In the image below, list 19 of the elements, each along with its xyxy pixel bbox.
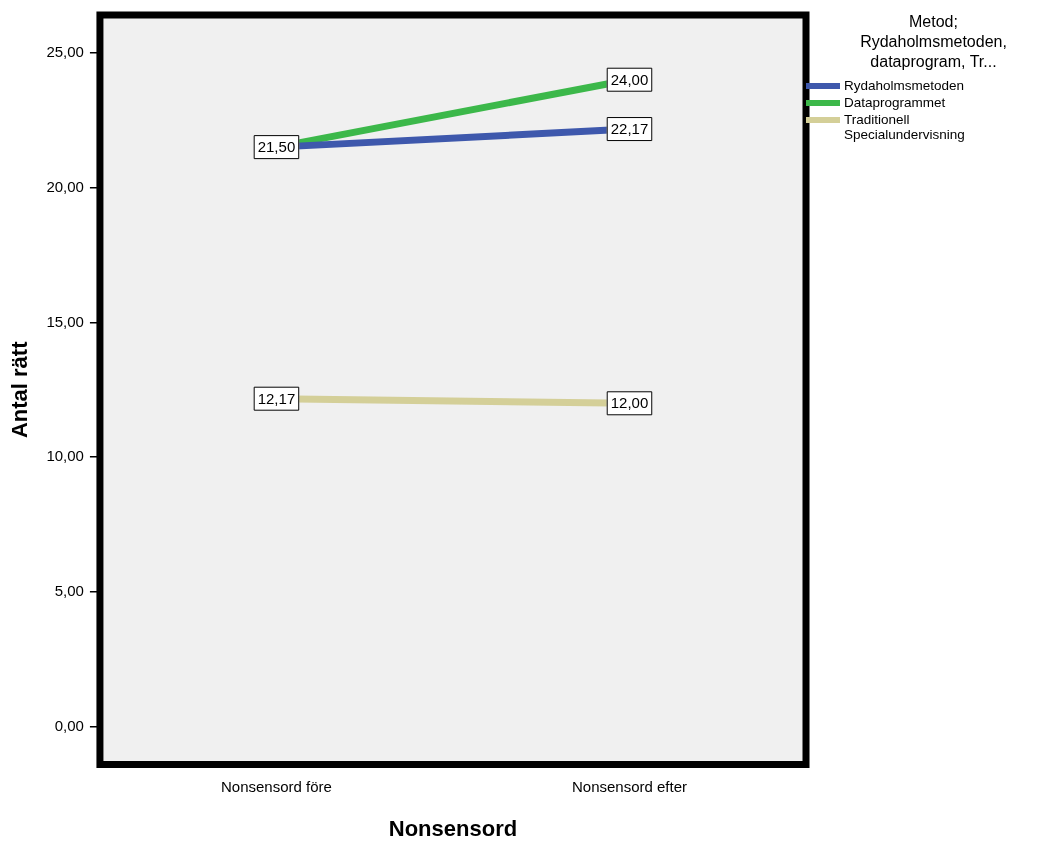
y-tick-label: 20,00 <box>46 177 84 195</box>
x-axis-title: Nonsensord <box>388 815 518 841</box>
y-axis-title: Antal rätt <box>7 340 33 439</box>
legend-label: Dataprogrammet <box>844 95 946 110</box>
legend-label: Traditionell Specialundervisning <box>844 112 966 142</box>
data-label: 21,50 <box>257 138 296 156</box>
y-tick-label: 25,00 <box>46 42 84 60</box>
data-label: 12,17 <box>257 389 296 407</box>
legend-title: Metod; Rydaholmsmetoden, dataprogram, Tr... <box>859 12 1008 72</box>
data-label: 12,00 <box>610 394 649 412</box>
y-tick-label: 15,00 <box>46 312 84 330</box>
x-tick-label: Nonsensord efter <box>571 777 688 795</box>
y-tick-label: 5,00 <box>54 582 84 600</box>
data-label: 24,00 <box>610 70 649 88</box>
data-label: 22,17 <box>610 120 649 138</box>
legend-label: Rydaholmsmetoden <box>844 78 965 93</box>
y-tick-label: 0,00 <box>54 716 84 734</box>
y-tick-label: 10,00 <box>46 447 84 465</box>
x-tick-label: Nonsensord före <box>221 777 332 795</box>
